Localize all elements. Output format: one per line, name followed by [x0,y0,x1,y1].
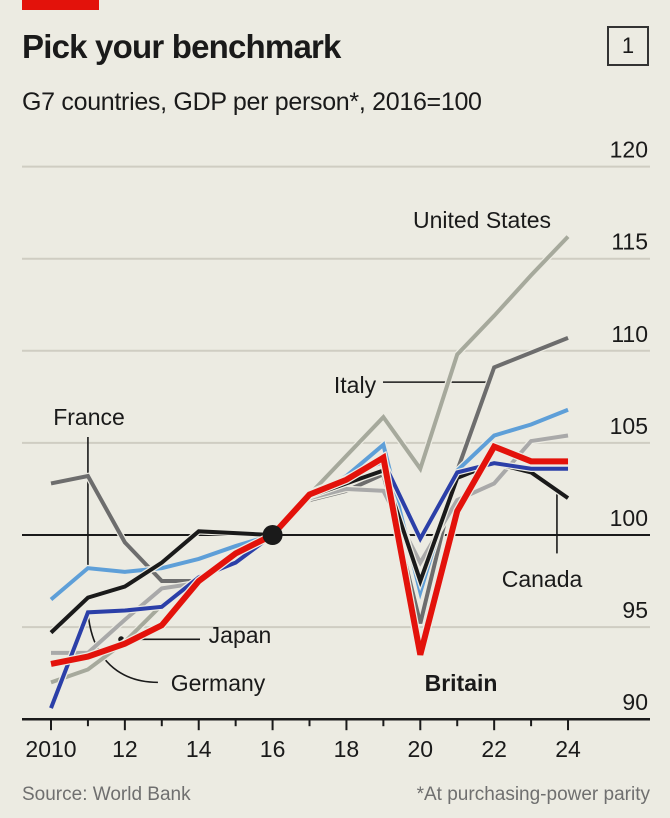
y-tick-label: 110 [611,321,648,347]
x-axis: 2010 12 14 16 18 20 22 24 [22,717,650,762]
chart-number-badge: 1 [607,26,649,66]
x-tick-label: 12 [112,736,138,762]
annotation-label-united-states: United States [413,207,551,233]
footnote: *At purchasing-power parity [416,784,650,805]
y-tick-label: 115 [611,229,648,255]
x-tick-label: 24 [555,736,581,762]
y-tick-label: 105 [610,413,648,439]
annotation-label-japan: Japan [209,622,272,648]
x-tick-label: 2010 [25,736,76,762]
germany-leader-line [87,612,158,684]
annotation-labels: United States Italy France Japan Germany Cana… [53,207,582,696]
series-halo [50,441,569,669]
annotation-label-canada: Canada [502,566,583,592]
annotation-label-france: France [53,404,125,430]
annotation-label-italy: Italy [334,372,377,398]
y-tick-label: 90 [622,689,648,715]
y-tick-label: 95 [622,597,648,623]
y-tick-label: 100 [610,505,648,531]
y-axis-tick-labels: 90 95 100 105 110 115 120 [610,137,648,716]
x-tick-label: 22 [481,736,507,762]
x-tick-label: 14 [186,736,212,762]
x-tick-label: 16 [260,736,286,762]
gridlines [22,165,650,629]
annotation-label-germany: Germany [171,670,266,696]
chart-title: Pick your benchmark [22,28,341,65]
series-lines [47,234,571,710]
chart-subtitle: G7 countries, GDP per person*, 2016=100 [22,88,482,116]
annotation-label-britain: Britain [425,670,498,696]
brand-accent-bar [22,0,99,10]
series-line-britain [50,442,569,667]
base-year-marker [262,525,283,545]
series-line-france [49,407,569,601]
y-tick-label: 120 [610,137,648,163]
x-tick-label: 18 [334,736,360,762]
annotation-leader-lines [84,379,558,684]
x-tick-label: 20 [408,736,434,762]
source-note: Source: World Bank [22,784,191,805]
